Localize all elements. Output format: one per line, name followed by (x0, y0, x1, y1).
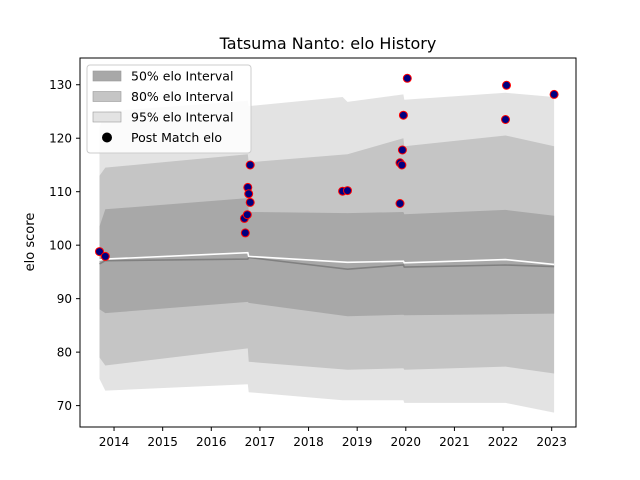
post-match-point-15 (397, 145, 407, 155)
y-tick-label: 120 (49, 132, 72, 146)
post-match-point-9 (245, 160, 255, 170)
x-tick-label: 2019 (342, 435, 373, 449)
legend-swatch-3 (92, 111, 122, 123)
post-match-point-20 (549, 89, 559, 99)
upper-elo-line (99, 251, 555, 266)
post-match-point-17 (402, 73, 412, 83)
post-match-point-18 (501, 115, 510, 124)
post-match-point-2 (100, 251, 110, 261)
post-match-point-13 (395, 199, 405, 208)
post-match-point-7 (244, 189, 254, 199)
y-tick-label: 80 (57, 346, 72, 360)
legend-marker (102, 132, 112, 143)
y-tick-label: 110 (49, 185, 72, 199)
y-tick-label: 100 (49, 239, 72, 253)
y-axis: 70 80 90 100 110 120 130 (49, 78, 80, 413)
interval-bands (99, 92, 555, 413)
legend-label-4: Post Match elo (131, 130, 222, 145)
legend: 50% elo Interval 80% elo Interval 95% elo … (86, 64, 252, 154)
legend-label-1: 50% elo Interval (131, 69, 233, 84)
post-match-point-5 (242, 210, 252, 220)
legend-box (86, 64, 252, 154)
x-tick-label: 2021 (439, 435, 470, 449)
legend-swatch-1 (92, 70, 122, 82)
chart-title: Tatsuma Nanto: elo History (219, 34, 437, 53)
x-tick-label: 2020 (391, 435, 422, 449)
plot-frame (79, 57, 577, 428)
legend-swatch-2 (92, 91, 122, 102)
x-tick-label: 2017 (245, 435, 276, 449)
x-tick-label: 2023 (536, 435, 567, 449)
trend-lines (99, 251, 555, 271)
post-match-point-8 (245, 197, 255, 207)
x-axis: 2014 2015 2016 2017 2018 2019 2020 2021 2022 2023 (99, 427, 567, 449)
y-axis-label: elo score (23, 213, 38, 272)
y-tick-label: 130 (49, 78, 72, 92)
post-match-point-14 (397, 160, 407, 170)
legend-label-2: 80% elo Interval (131, 89, 233, 104)
x-tick-label: 2022 (488, 435, 519, 449)
legend-label-3: 95% elo Interval (131, 110, 233, 125)
y-tick-label: 70 (57, 399, 72, 413)
post-match-point-1 (95, 247, 104, 257)
mean-elo-line (99, 256, 555, 271)
x-tick-label: 2014 (99, 435, 130, 449)
x-tick-label: 2015 (147, 435, 178, 449)
y-tick-label: 90 (57, 292, 72, 306)
post-match-point-19 (502, 80, 511, 90)
band-1 (99, 198, 555, 317)
post-match-points (95, 73, 559, 261)
x-tick-label: 2018 (293, 435, 324, 449)
post-match-point-4 (240, 228, 250, 238)
x-tick-label: 2016 (196, 435, 227, 449)
post-match-point-16 (398, 110, 408, 120)
post-match-point-11 (343, 186, 352, 196)
